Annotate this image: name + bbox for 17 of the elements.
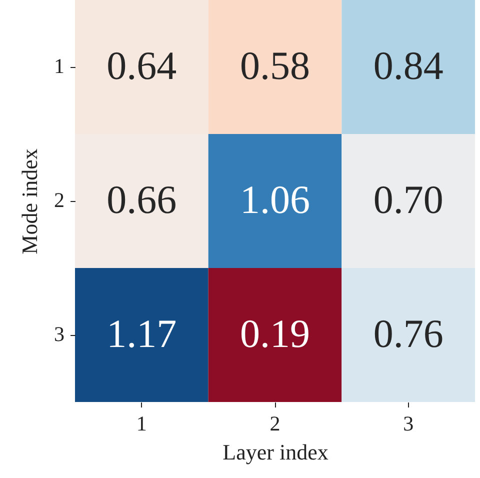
y-tick-label: 2 xyxy=(54,188,64,212)
data-label: 0.70 xyxy=(373,177,444,222)
x-tick-label: 2 xyxy=(270,412,280,436)
data-label: 0.58 xyxy=(240,43,310,88)
data-label: 1.06 xyxy=(240,177,310,222)
data-label: 0.76 xyxy=(373,311,444,356)
x-axis-title: Layer index xyxy=(222,440,328,464)
data-label: 0.19 xyxy=(240,311,310,356)
data-label: 1.17 xyxy=(106,311,177,356)
y-tick-label: 1 xyxy=(54,54,64,78)
y-axis-title: Mode index xyxy=(17,148,42,254)
x-tick-label: 1 xyxy=(136,412,147,436)
x-tick-label: 3 xyxy=(403,412,414,436)
y-tick-label: 3 xyxy=(54,322,64,346)
data-label: 0.84 xyxy=(373,43,444,88)
data-label: 0.66 xyxy=(106,177,177,222)
data-label: 0.64 xyxy=(106,43,177,88)
